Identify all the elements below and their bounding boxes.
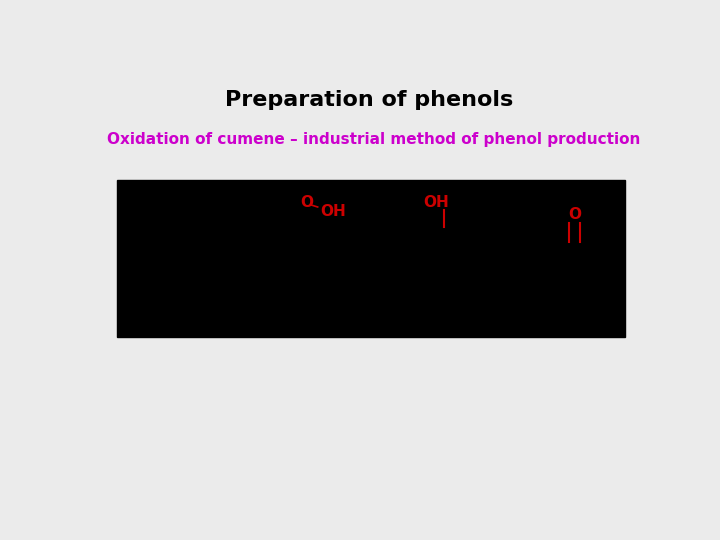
Text: O: O [300,194,313,210]
Text: Preparation of phenols: Preparation of phenols [225,90,513,110]
Bar [117,180,624,337]
Text: Oxidation of cumene – industrial method of phenol production: Oxidation of cumene – industrial method … [107,132,640,147]
Text: O: O [568,207,581,222]
Text: OH: OH [320,204,346,219]
Text: OH: OH [423,194,449,210]
